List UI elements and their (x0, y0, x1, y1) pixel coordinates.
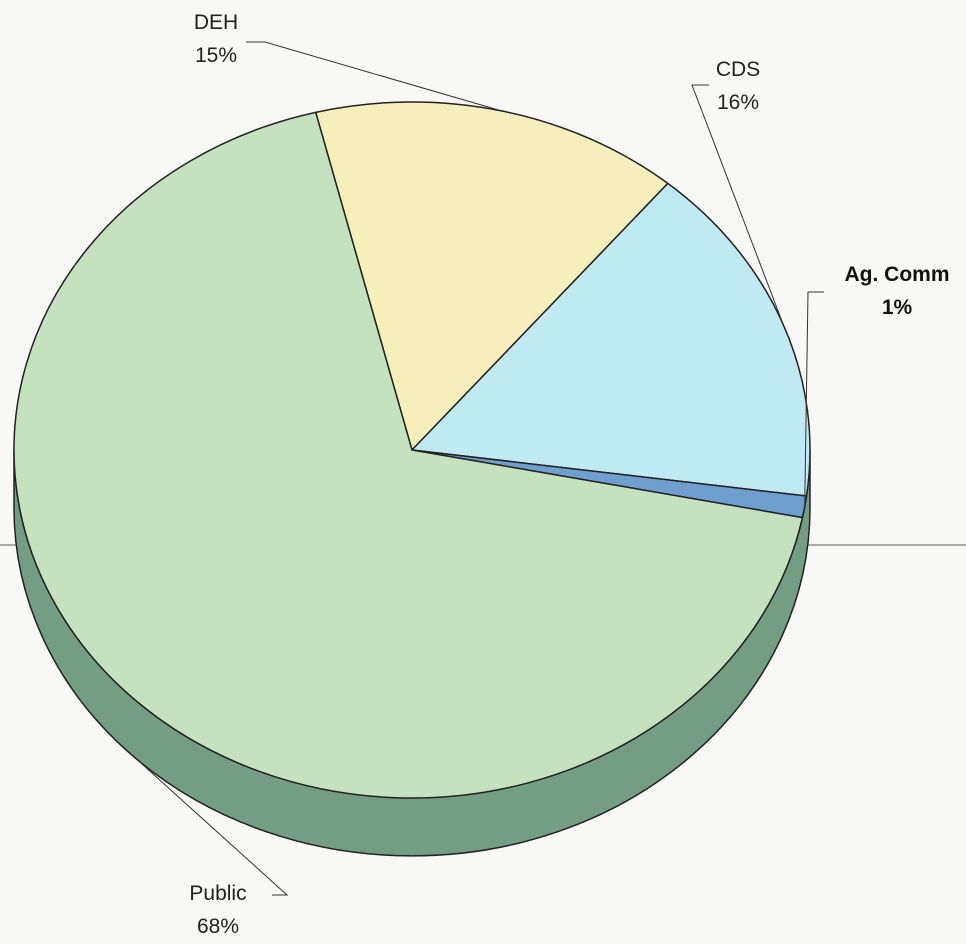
label-agcomm-name: Ag. Comm (845, 263, 950, 286)
pie-leader-lines (137, 41, 824, 896)
label-deh-pct: 15% (195, 44, 237, 67)
pie-slice-deh (314, 101, 669, 451)
pie-slice-public (13, 111, 804, 799)
label-public-pct: 68% (197, 915, 239, 938)
leader-line-ag-comm (804, 291, 824, 507)
leader-line-cds (691, 84, 784, 325)
label-cds-pct: 16% (717, 91, 759, 114)
label-public-name: Public (189, 882, 246, 905)
leader-line-deh (246, 41, 502, 112)
label-cds-name: CDS (716, 58, 760, 81)
leader-line-public (137, 759, 289, 896)
label-deh-name: DEH (194, 11, 238, 34)
pie-slices (13, 101, 811, 799)
label-agcomm-pct: 1% (882, 296, 913, 319)
